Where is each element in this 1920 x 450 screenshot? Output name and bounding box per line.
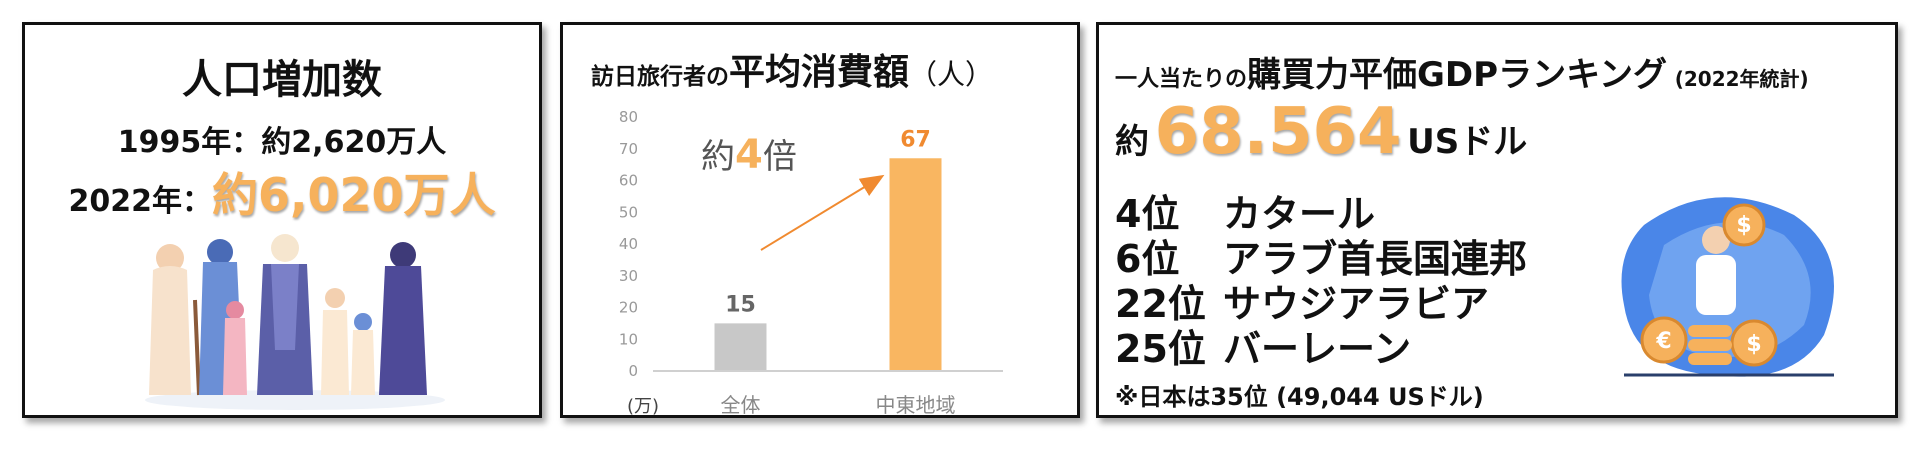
y-tick-label: 0 [628, 362, 638, 380]
population-panel: 人口増加数 1995年：約2,620万人 2022年：約6,020万人 [22, 22, 542, 418]
y-tick-label: 70 [619, 140, 638, 158]
y-tick-label: 60 [619, 172, 638, 190]
spending-bar-chart: 0 10 20 30 40 50 60 70 80 15 全体 67 中東地域 (万) 約4倍 [619, 108, 1003, 415]
multiplier-annotation: 約4倍 [701, 132, 797, 178]
y-tick-label: 40 [619, 235, 638, 253]
population-1995: 1995年：約2,620万人 [25, 117, 539, 161]
money-illustration: $ € $ [1621, 197, 1834, 377]
spending-title-unit: （人） [909, 58, 994, 91]
population-2022-value: 約6,020万人 [211, 168, 496, 222]
y-tick-label: 30 [619, 267, 638, 285]
growth-arrow [760, 174, 885, 251]
rank-country: カタール [1223, 192, 1376, 236]
spending-title: 訪日旅行者の平均消費額（人） [591, 43, 993, 95]
rank-position: 4位 [1115, 192, 1180, 236]
category-label: 中東地域 [876, 393, 956, 415]
bar-value-label: 67 [900, 127, 931, 152]
y-tick-label: 10 [619, 330, 638, 348]
gdp-value: 68.564 [1154, 95, 1402, 169]
rank-row: 6位 アラブ首長国連邦 [1115, 228, 1527, 283]
rank-row: 25位 バーレーン [1115, 318, 1411, 373]
japan-note: ※日本は35位 (49,044 USドル) [1115, 383, 1484, 411]
spending-title-pre: 訪日旅行者の [591, 64, 729, 90]
bars: 15 全体 67 中東地域 [714, 127, 956, 415]
y-axis-unit-label: (万) [627, 396, 659, 415]
gdp-title-year: (2022年統計) [1674, 67, 1809, 91]
svg-text:€: € [1655, 329, 1671, 354]
spending-title-em: 平均消費額 [729, 52, 910, 93]
family-illustration [145, 234, 445, 410]
population-title: 人口増加数 [182, 57, 382, 103]
y-tick-label: 80 [619, 108, 638, 126]
spending-panel: 訪日旅行者の平均消費額（人） 0 10 20 30 40 50 60 70 80 15 全体 67 中… [560, 22, 1080, 418]
gdp-title-pre: 一人当たりの [1115, 67, 1248, 92]
rank-country: サウジアラビア [1223, 282, 1490, 326]
svg-text:$: $ [1746, 332, 1761, 357]
rank-row: 4位 カタール [1115, 183, 1375, 238]
gdp-panel: 一人当たりの購買力平価GDPランキング (2022年統計) 約 68.564 U… [1096, 22, 1898, 418]
rank-position: 22位 [1115, 282, 1206, 326]
gdp-unit: USドル [1407, 122, 1528, 162]
gdp-value-line: 約 68.564 USドル [1115, 95, 1527, 169]
gdp-title: 一人当たりの購買力平価GDPランキング (2022年統計) [1115, 47, 1809, 96]
year-1995-label: 1995年： [117, 125, 262, 160]
category-label: 全体 [721, 393, 761, 415]
population-1995-value: 約2,620万人 [261, 125, 447, 160]
population-2022: 2022年：約6,020万人 [25, 159, 539, 225]
y-axis: 0 10 20 30 40 50 60 70 80 [619, 108, 638, 380]
bar-value-label: 15 [725, 292, 756, 317]
y-tick-label: 50 [619, 203, 638, 221]
year-2022-label: 2022年： [68, 184, 212, 219]
svg-text:$: $ [1736, 213, 1751, 238]
bar [889, 158, 942, 371]
rank-position: 25位 [1115, 327, 1206, 371]
gdp-pre: 約 [1115, 122, 1149, 162]
gdp-title-em: 購買力平価GDPランキング [1247, 55, 1668, 95]
rank-row: 22位 サウジアラビア [1115, 273, 1489, 328]
rank-country: アラブ首長国連邦 [1223, 237, 1528, 281]
rank-country: バーレーン [1223, 327, 1412, 371]
rank-position: 6位 [1115, 237, 1180, 281]
bar [714, 323, 767, 371]
y-tick-label: 20 [619, 299, 638, 317]
